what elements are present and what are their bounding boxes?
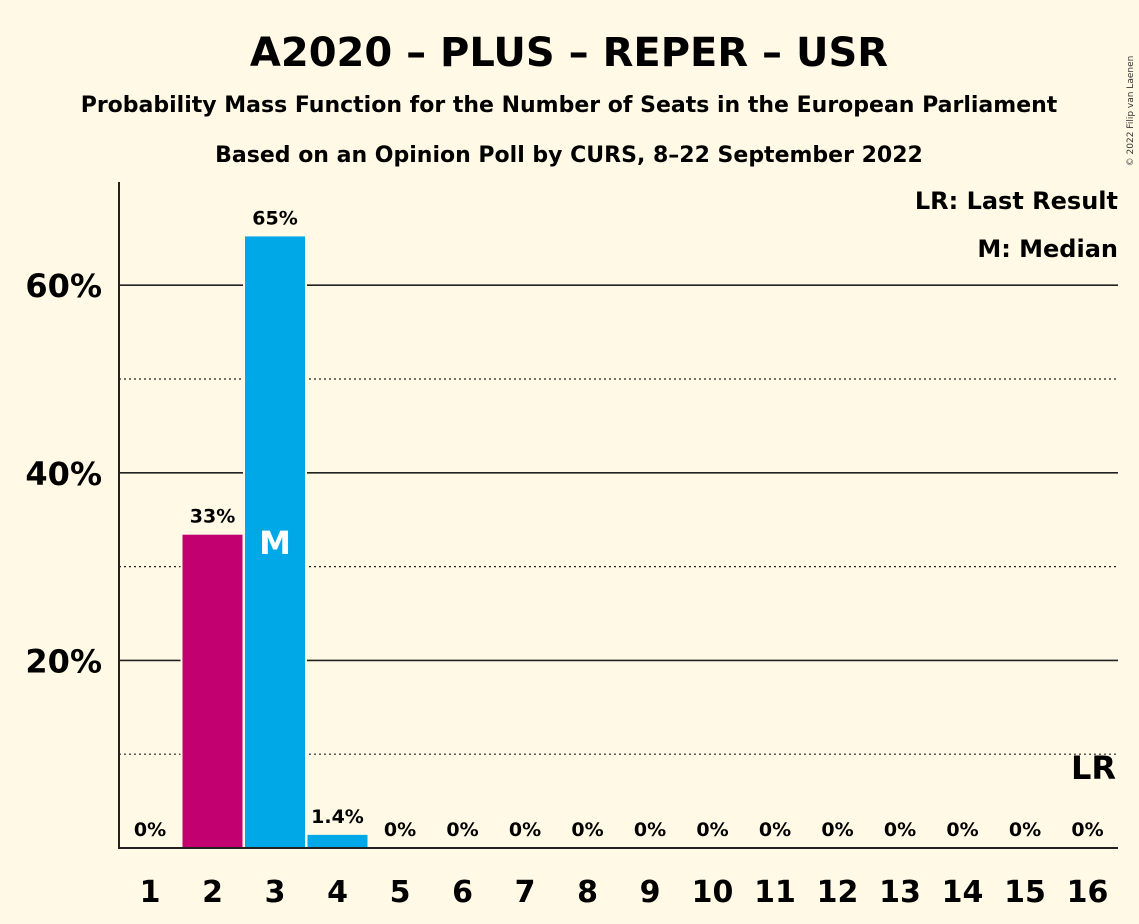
median-mark: M: [259, 524, 291, 562]
y-tick-label-0: 20%: [25, 642, 102, 680]
x-tick-label-6: 6: [452, 875, 473, 910]
x-axis-ticks: 1 2 3 4 5 6 7 8 9 10 11 12 13 14 15 16: [140, 875, 1109, 910]
x-tick-label-11: 11: [754, 875, 796, 910]
x-tick-label-12: 12: [817, 875, 859, 910]
bar-value-label-8: 0%: [571, 819, 603, 841]
bar-value-labels: 0% 33% 65% 1.4% 0% 0% 0% 0% 0% 0% 0% 0% 0% 0% 0% 0%: [134, 207, 1104, 841]
x-tick-label-9: 9: [640, 875, 661, 910]
bar-value-label-12: 0%: [821, 819, 853, 841]
bar-value-label-15: 0%: [1009, 819, 1041, 841]
bar-value-label-9: 0%: [634, 819, 666, 841]
bar-value-label-1: 0%: [134, 819, 166, 841]
x-tick-label-4: 4: [327, 875, 348, 910]
bar-value-label-5: 0%: [384, 819, 416, 841]
x-tick-label-5: 5: [390, 875, 411, 910]
bar-value-label-3: 65%: [252, 207, 297, 229]
bar-value-label-16: 0%: [1071, 819, 1103, 841]
x-tick-label-1: 1: [140, 875, 161, 910]
bar-value-label-7: 0%: [509, 819, 541, 841]
legend-median: M: Median: [977, 235, 1118, 263]
y-tick-label-2: 60%: [25, 267, 102, 305]
x-tick-label-14: 14: [942, 875, 984, 910]
chart-subtitle-poll: Based on an Opinion Poll by CURS, 8–22 S…: [215, 143, 923, 168]
x-tick-label-7: 7: [515, 875, 536, 910]
x-tick-label-10: 10: [692, 875, 734, 910]
bar-value-label-2: 33%: [190, 506, 235, 528]
bar-value-label-6: 0%: [446, 819, 478, 841]
bar-4: [307, 834, 368, 848]
chart-subtitle: Probability Mass Function for the Number…: [81, 93, 1058, 118]
last-result-mark: LR: [1071, 749, 1116, 787]
legend-last-result: LR: Last Result: [915, 187, 1118, 215]
result-marks: M LR: [259, 524, 1116, 787]
bar-value-label-4: 1.4%: [311, 806, 364, 828]
bar-value-label-10: 0%: [696, 819, 728, 841]
bar-2: [182, 534, 243, 848]
x-tick-label-3: 3: [265, 875, 286, 910]
bar-value-label-13: 0%: [884, 819, 916, 841]
x-tick-label-2: 2: [202, 875, 223, 910]
copyright-note: © 2022 Filip van Laenen: [1126, 56, 1136, 167]
bar-value-label-14: 0%: [946, 819, 978, 841]
bar-3: [245, 236, 305, 848]
bars: [180, 236, 370, 848]
x-tick-label-13: 13: [879, 875, 921, 910]
x-tick-label-15: 15: [1004, 875, 1046, 910]
chart-title: A2020 – PLUS – REPER – USR: [250, 30, 888, 76]
x-tick-label-8: 8: [577, 875, 598, 910]
y-axis-ticks: 20% 40% 60%: [25, 267, 102, 680]
bar-value-label-11: 0%: [759, 819, 791, 841]
x-tick-label-16: 16: [1067, 875, 1109, 910]
y-tick-label-1: 40%: [25, 455, 102, 493]
